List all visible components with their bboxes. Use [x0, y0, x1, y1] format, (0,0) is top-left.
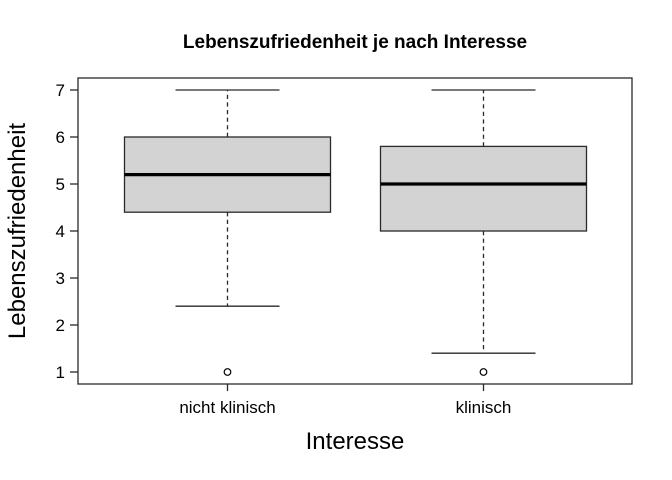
outlier-point: [223, 368, 232, 376]
y-tick-label: 1: [56, 363, 65, 382]
y-tick-label: 5: [56, 175, 65, 194]
y-axis-label: Lebenszufriedenheit: [4, 123, 31, 339]
x-tick-label: nicht klinisch: [179, 398, 275, 417]
y-tick-label: 4: [56, 222, 65, 241]
iqr-box: [379, 145, 588, 232]
chart-title: Lebenszufriedenheit je nach Interesse: [183, 32, 527, 53]
x-axis-label: Interesse: [306, 428, 405, 455]
x-tick-label: klinisch: [456, 398, 512, 417]
y-tick-label: 3: [56, 269, 65, 288]
y-tick-label: 2: [56, 316, 65, 335]
plot-content: 1 2 3 4 5 6 7 nicht klinisch klinisch: [56, 81, 588, 417]
y-tick-label: 6: [56, 128, 65, 147]
y-tick-label: 7: [56, 81, 65, 100]
outlier-point: [479, 368, 488, 376]
